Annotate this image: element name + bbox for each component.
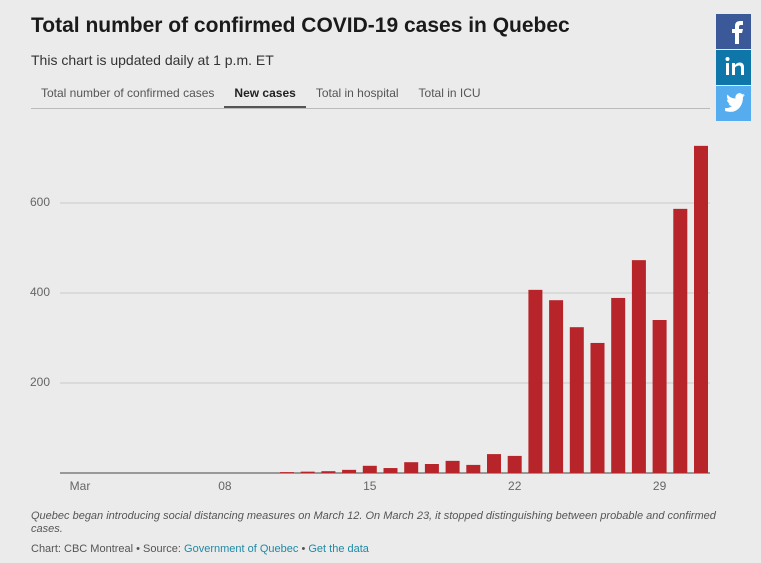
tab[interactable]: Total number of confirmed cases	[41, 86, 215, 100]
bar	[673, 208, 688, 473]
footnote: Quebec began introducing social distanci…	[31, 510, 716, 535]
bar	[280, 472, 294, 473]
bar	[424, 464, 439, 473]
x-tick-label: 08	[218, 479, 232, 493]
separator: •	[301, 543, 306, 555]
bar	[362, 465, 377, 473]
x-tick-label: 15	[363, 479, 377, 493]
share-twitter[interactable]	[716, 86, 751, 121]
y-tick-label: 600	[30, 195, 50, 209]
share-linkedin[interactable]	[716, 50, 751, 85]
chart-title: Total number of confirmed COVID-19 cases…	[31, 14, 570, 37]
chart-subtitle: This chart is updated daily at 1 p.m. ET	[31, 52, 274, 68]
data-link[interactable]: Get the data	[308, 543, 369, 555]
bar	[321, 471, 336, 473]
bar	[342, 469, 357, 473]
x-tick-label: 29	[653, 479, 667, 493]
bar	[466, 464, 481, 473]
credit-prefix: Chart: CBC Montreal • Source:	[31, 543, 181, 555]
tab[interactable]: Total in ICU	[418, 86, 481, 100]
bar	[569, 327, 584, 473]
tab[interactable]: New cases	[224, 84, 306, 108]
tab[interactable]: Total in hospital	[315, 86, 399, 100]
x-tick-label: Mar	[70, 479, 91, 493]
bar	[611, 297, 626, 473]
credit: Chart: CBC Montreal • Source: Government…	[31, 543, 369, 555]
bar	[383, 468, 398, 473]
bar	[694, 145, 708, 473]
bar	[590, 342, 605, 473]
bar	[549, 300, 564, 473]
bar	[528, 289, 543, 473]
tab-bar: Total number of confirmed cases New cases…	[31, 84, 491, 108]
bar	[445, 460, 460, 473]
bar	[631, 260, 646, 473]
bar	[300, 471, 315, 473]
bar	[652, 320, 667, 473]
y-tick-label: 200	[30, 375, 50, 389]
share-facebook[interactable]	[716, 14, 751, 49]
y-tick-label: 400	[30, 285, 50, 299]
bar	[404, 462, 419, 473]
bar	[507, 455, 522, 473]
bar	[487, 454, 501, 473]
source-link[interactable]: Government of Quebec	[184, 543, 299, 555]
x-tick-label: 22	[508, 479, 522, 493]
